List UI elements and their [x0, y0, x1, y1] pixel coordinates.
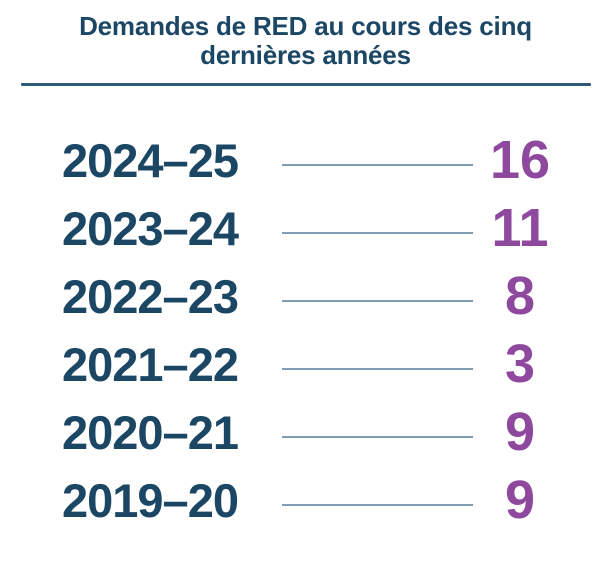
leader-line	[282, 436, 473, 438]
value-label: 3	[504, 334, 536, 394]
value-label: 8	[504, 266, 536, 326]
year-label: 2022–23	[62, 269, 239, 323]
title-underline	[20, 83, 591, 86]
year-label: 2023–24	[62, 201, 239, 255]
chart-title: Demandes de RED au cours des cinq derniè…	[33, 12, 578, 70]
leader-line	[282, 232, 473, 234]
year-row: 2021–22 3	[0, 330, 611, 398]
leader-line	[282, 164, 473, 166]
value-label: 9	[504, 402, 536, 462]
year-list: 2024–25 16 2023–24 11 2022–23 8 2021–22 …	[0, 126, 611, 534]
leader-line	[282, 300, 473, 302]
year-row: 2022–23 8	[0, 262, 611, 330]
year-label: 2020–21	[62, 405, 239, 459]
value-label: 9	[504, 470, 536, 530]
year-row: 2023–24 11	[0, 194, 611, 262]
leader-line	[282, 368, 473, 370]
year-label: 2024–25	[62, 133, 239, 187]
chart-title-line2: dernières années	[200, 40, 411, 70]
year-label: 2019–20	[62, 473, 239, 527]
value-label: 11	[491, 198, 549, 258]
infographic: Demandes de RED au cours des cinq derniè…	[0, 12, 611, 582]
year-row: 2020–21 9	[0, 398, 611, 466]
year-row: 2024–25 16	[0, 126, 611, 194]
leader-line	[282, 504, 473, 506]
year-label: 2021–22	[62, 337, 239, 391]
chart-title-line1: Demandes de RED au cours des cinq	[79, 11, 532, 41]
year-row: 2019–20 9	[0, 466, 611, 534]
value-label: 16	[489, 130, 551, 190]
